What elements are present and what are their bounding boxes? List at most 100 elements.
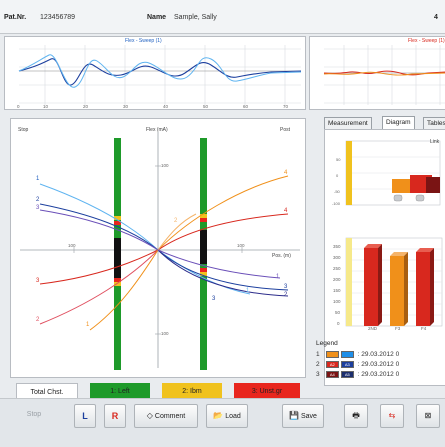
tab-strip: Measurement Diagram Tables: [324, 116, 445, 129]
sweep-right-line-orange: [323, 71, 445, 76]
header-top-right-value: 4: [434, 14, 438, 21]
save-icon: 💾: [289, 411, 299, 420]
bar-f4-front: [416, 252, 430, 326]
svg-text:20: 20: [83, 104, 89, 109]
curve-right-1-orange: [157, 175, 289, 251]
curve-left-1-lightblue: [39, 183, 159, 251]
comment-icon: ◇: [146, 411, 153, 420]
legend-row-2-number: 2: [316, 361, 320, 368]
bar-x-tick: F3: [395, 326, 401, 331]
bar-x-tick: F4: [421, 326, 427, 331]
load-button[interactable]: 📂 Load: [206, 404, 248, 428]
curve-label: 1: [36, 176, 40, 182]
left-side-button[interactable]: L: [74, 404, 96, 428]
sweep-chart-right-title: Flex - Sweep (1): [408, 38, 445, 44]
legend-row-1-swatch-a: [325, 350, 339, 358]
mini-chart-legend-label: Link: [430, 139, 440, 145]
curve-label: 4: [284, 170, 288, 176]
curve-left-6-orange: [89, 249, 159, 331]
diagram-right-axis-label: Pos. (m): [272, 253, 291, 259]
legend-row-1: 1 : 29.03.2012 0: [316, 350, 399, 359]
legend-row-3: 3 A4 A5 : 29.03.2012 0: [316, 370, 399, 379]
svg-text:-50: -50: [334, 189, 341, 194]
bar-y-tick: 150: [333, 288, 341, 293]
close-icon: ⊠: [424, 411, 432, 420]
svg-text:60: 60: [243, 104, 249, 109]
legend-list: 1 : 29.03.2012 0 2 A2 A3 : 29.03.2012 0 3…: [316, 350, 445, 380]
curve-left-4-red: [39, 249, 159, 285]
svg-text:50: 50: [336, 157, 341, 162]
total-chst-box-green[interactable]: 1: Left: [90, 383, 150, 400]
curve-label: 3: [36, 278, 40, 284]
right-side-button[interactable]: R: [104, 404, 126, 428]
svg-text:30: 30: [123, 104, 129, 109]
legend-row-3-number: 3: [316, 371, 320, 378]
legend-row-2-swatch-b: A3: [340, 360, 354, 368]
patient-number-value: 123456789: [40, 14, 76, 21]
curve-right-3-lightorange: [157, 213, 197, 251]
export-button[interactable]: ⇆: [380, 404, 404, 428]
curve-label: 2: [284, 292, 288, 298]
left-side-button-label: L: [82, 411, 88, 421]
right-side-button-label: R: [111, 411, 119, 421]
curve-label: 3: [36, 205, 40, 211]
legend-row-2: 2 A2 A3 : 29.03.2012 0: [316, 360, 399, 369]
curve-label: 2: [174, 218, 178, 224]
curve-label: 3: [212, 296, 216, 302]
svg-text:0: 0: [336, 173, 339, 178]
svg-text:40: 40: [163, 104, 169, 109]
diagram-top-center-label: Flex (mA): [146, 127, 168, 133]
svg-text:0: 0: [17, 104, 20, 109]
svg-text:-100: -100: [332, 201, 341, 206]
total-chst-box-red[interactable]: 3: Unst.gr: [234, 383, 300, 400]
tab-tables[interactable]: Tables: [423, 117, 445, 129]
print-button[interactable]: 🖶: [344, 404, 368, 428]
patient-name-label: Name: [147, 14, 167, 21]
sweep-chart-right-svg: [323, 45, 445, 105]
legend-row-3-swatch-a: A4: [325, 370, 339, 378]
sweep-chart-left-svg: 0 10 20 30 40 50 60 70: [17, 45, 302, 109]
sweep-chart-left-title: Flex - Sweep (1): [125, 38, 162, 44]
save-button[interactable]: 💾 Save: [282, 404, 324, 428]
curve-label: 1: [86, 322, 90, 328]
curve-right-2-red: [157, 213, 289, 251]
tab-measurement[interactable]: Measurement: [324, 117, 372, 129]
bar-y-tick: 0: [337, 321, 340, 326]
tab-diagram[interactable]: Diagram: [382, 116, 415, 129]
legend-row-3-swatch-b: A5: [340, 370, 354, 378]
mini-bar-chart: 50 0 -50 -100: [332, 140, 441, 206]
sweep-chart-left: 0 10 20 30 40 50 60 70 Flex - Sweep (1): [4, 36, 306, 110]
legend-row-1-number: 1: [316, 351, 320, 358]
diagram-tick-left: 100: [68, 243, 76, 248]
diagram-tick-up: 100: [161, 163, 169, 168]
comment-button[interactable]: ◇ Comment: [134, 404, 198, 428]
curve-label: 4: [284, 208, 288, 214]
curve-label: 1: [276, 274, 280, 280]
stop-button-label: Stop: [26, 411, 42, 418]
curve-label: 1: [246, 288, 250, 294]
curve-left-5-pink: [39, 249, 159, 325]
sweep-right-line-red: [323, 70, 445, 76]
header-bar: [0, 0, 445, 34]
legend-row-1-swatch-b: [340, 350, 354, 358]
total-chst-box-yellow[interactable]: 2: Ibm: [162, 383, 222, 400]
comment-button-label: Comment: [154, 413, 186, 420]
curve-left-3-purple: [39, 209, 159, 251]
export-icon: ⇆: [388, 411, 396, 420]
sweep-left-line-light: [18, 54, 302, 88]
mini-bar-darkred: [426, 177, 440, 193]
legend-row-2-date: : 29.03.2012 0: [357, 361, 400, 368]
patient-name-value: Sample, Sally: [174, 14, 217, 21]
svg-text:10: 10: [43, 104, 49, 109]
bar-y-tick: 100: [333, 299, 341, 304]
bar-y-tick: 50: [335, 310, 341, 315]
legend-row-2-swatch-a: A2: [325, 360, 339, 368]
stop-button[interactable]: Stop: [24, 404, 44, 426]
curve-right-6-darkblue: [157, 249, 289, 297]
mini-scroll-grip: [415, 194, 425, 202]
svg-text:70: 70: [283, 104, 289, 109]
curve-left-2-darkblue: [39, 203, 159, 251]
close-button[interactable]: ⊠: [416, 404, 440, 428]
bar-y-tick: 350: [333, 244, 341, 249]
legend-title: Legend: [316, 340, 338, 347]
